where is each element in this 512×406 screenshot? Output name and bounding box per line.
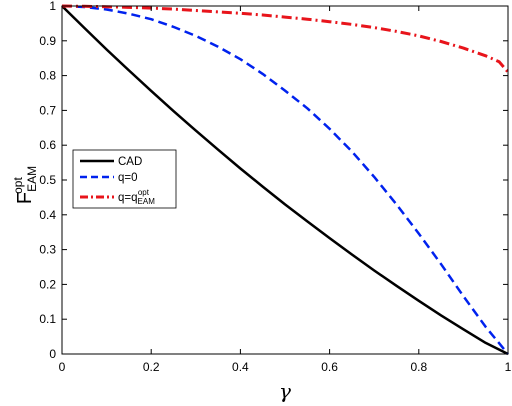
legend-label-qopt-sub: EAM bbox=[138, 197, 156, 206]
y-axis-label-sup: opt bbox=[11, 177, 25, 194]
y-tick-label: 0.6 bbox=[39, 138, 56, 152]
x-tick-label: 0.4 bbox=[232, 360, 249, 374]
legend-label-q0: q=0 bbox=[118, 172, 138, 184]
y-tick-label: 0.4 bbox=[39, 208, 56, 222]
series-layer bbox=[61, 4, 510, 356]
y-axis-label: FEAMopt bbox=[11, 166, 39, 204]
y-tick-label: 1 bbox=[49, 0, 56, 13]
x-tick-label: 0.6 bbox=[321, 360, 338, 374]
series-line-cad bbox=[61, 5, 509, 356]
series-line-q0 bbox=[61, 4, 509, 355]
x-tick-label: 0.2 bbox=[143, 360, 160, 374]
y-axis-label-sub: EAM bbox=[25, 166, 39, 192]
y-tick-label: 0.7 bbox=[39, 103, 56, 117]
x-tick-label: 1 bbox=[505, 360, 512, 374]
y-tick-label: 0.9 bbox=[39, 34, 56, 48]
legend: CAD q=0 q=qEAMopt bbox=[72, 149, 177, 209]
legend-label-qopt-sup: opt bbox=[138, 188, 150, 197]
y-tick-label: 0.3 bbox=[39, 243, 56, 257]
y-tick-label: 0.8 bbox=[39, 69, 56, 83]
legend-label-qopt: q=qEAMopt bbox=[118, 188, 155, 206]
y-tick-label: 0.1 bbox=[39, 312, 56, 326]
x-tick-label: 0.8 bbox=[410, 360, 427, 374]
x-axis-label: γ bbox=[279, 379, 291, 403]
x-tick-label: 0 bbox=[59, 360, 66, 374]
legend-label-cad: CAD bbox=[118, 156, 142, 168]
tick-layer: 0 0.2 0.4 0.6 0.8 1 0 0.1 0.2 0.3 0.4 0.5 0.6 0.7 0.8 0… bbox=[39, 0, 511, 374]
legend-label-qopt-main: q=q bbox=[118, 192, 138, 204]
series-line-qopt bbox=[61, 4, 510, 74]
y-tick-label: 0.5 bbox=[39, 173, 56, 187]
legend-box bbox=[72, 149, 177, 209]
y-tick-label: 0.2 bbox=[39, 277, 56, 291]
y-axis-label-main: F bbox=[14, 192, 36, 204]
y-tick-label: 0 bbox=[49, 347, 56, 361]
